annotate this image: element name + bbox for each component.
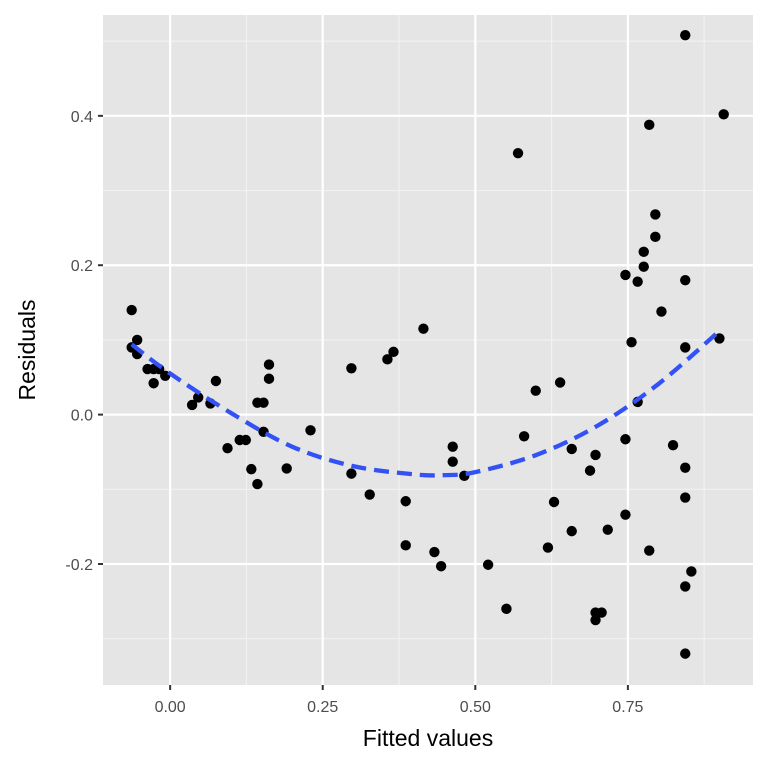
data-point [554,377,566,388]
data-point [650,209,661,220]
data-point [263,359,275,370]
y-tick-label: 0.0 [71,408,93,425]
data-point [364,489,375,500]
data-point [447,441,458,452]
x-tick-label: 0.50 [460,699,491,716]
data-point [447,456,458,467]
data-point [263,373,275,384]
data-point [590,614,601,626]
data-point [590,449,601,461]
data-point [644,119,655,130]
data-point [148,378,159,389]
data-point [680,274,691,286]
data-point [186,399,198,411]
data-point [626,336,637,348]
data-point [418,323,429,334]
data-point [400,496,411,507]
data-point [482,559,494,570]
data-point [193,392,204,403]
data-point [240,434,252,446]
data-point [680,581,691,592]
smooth-curve [130,329,721,478]
data-point [388,346,399,358]
data-point [281,463,292,474]
y-tick-label: 0.2 [71,258,93,275]
data-point [252,478,263,490]
data-point [435,561,447,572]
data-point [680,342,691,353]
data-point [650,231,661,243]
y-axis-title: Residuals [14,300,40,401]
y-tick-label: -0.2 [65,557,93,574]
data-point [210,375,222,387]
data-point [680,462,691,473]
x-tick-label: 0.75 [612,699,643,716]
data-point [501,603,512,615]
data-point [596,607,607,618]
tick-labels: 0.00 0.25 0.50 0.75 -0.2 0.0 0.2 0.4 [65,109,643,716]
grid-minor [103,15,753,685]
data-point [638,261,649,272]
data-point [686,566,697,577]
data-point [667,440,679,451]
data-point [530,385,541,396]
data-point [382,354,393,365]
data-point [632,276,643,287]
data-point [620,269,631,281]
data-point [542,542,554,553]
data-point [512,147,524,159]
data-point [518,431,530,442]
data-point [620,509,631,520]
data-point [656,306,667,317]
data-point [305,425,316,436]
data-point [126,304,137,316]
data-point [680,29,691,41]
data-point [258,397,269,408]
grid-major [103,15,753,685]
data-point [246,463,257,475]
data-point [548,496,560,508]
data-point [602,524,613,535]
data-point [638,246,649,257]
data-point [222,443,233,454]
data-point [680,492,691,503]
data-point [566,525,577,537]
data-point [429,546,440,558]
data-point [680,648,691,659]
x-tick-label: 0.25 [307,699,338,716]
x-axis-title: Fitted values [363,725,493,751]
data-point [584,465,596,476]
data-point [644,545,655,556]
data-point [346,468,357,479]
data-point [400,540,411,551]
y-tick-label: 0.4 [71,109,93,126]
data-point [346,363,357,374]
axis-ticks [98,114,629,690]
data-point [566,443,577,455]
data-point [718,109,729,120]
data-point [620,434,631,445]
x-tick-label: 0.00 [155,699,186,716]
data-point [131,334,143,346]
